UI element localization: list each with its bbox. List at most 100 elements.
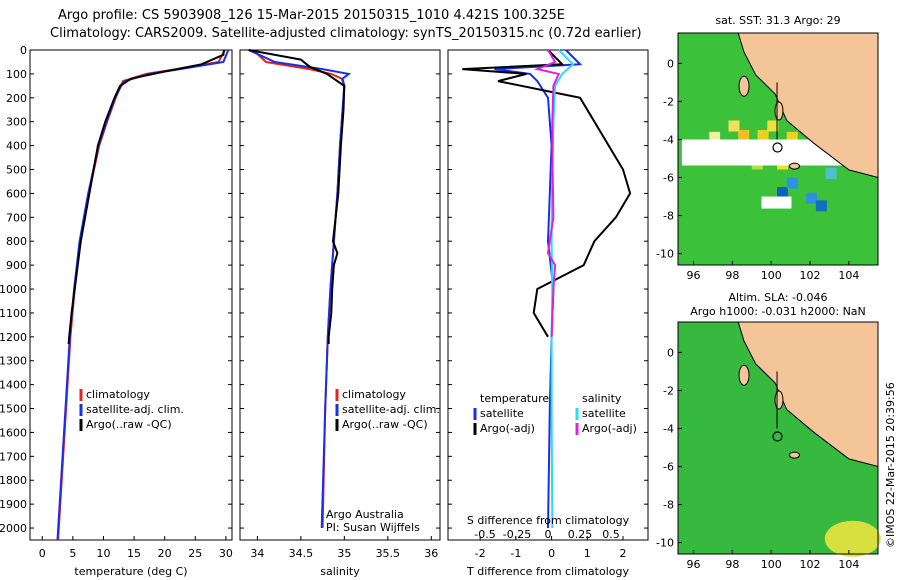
depth-tick-label: 400 (6, 140, 27, 153)
depth-tick-label: 1900 (0, 498, 27, 511)
map-y-tick-label: 0 (667, 57, 674, 70)
sst-cell (728, 120, 740, 132)
map-y-tick-label: -6 (663, 172, 674, 185)
series-line-0 (57, 49, 226, 541)
sst-cell (786, 131, 798, 143)
depth-tick-label: 1800 (0, 474, 27, 487)
x-tick-label: 20 (158, 547, 172, 560)
x-tick-label: 34.5 (289, 547, 314, 560)
depth-tick-label: 1300 (0, 355, 27, 368)
missing-data (761, 196, 792, 209)
island (774, 101, 784, 121)
series-line-1 (462, 49, 632, 338)
plot-title-line1: Argo profile: CS 5903908_126 15-Mar-2015… (58, 8, 566, 23)
map-sla: 96 98 100 102 104 0 -2 -4 -6 -8 -10 (656, 321, 881, 571)
series-line-1 (56, 49, 230, 541)
sst-cell (825, 168, 837, 180)
depth-tick-label: 500 (6, 164, 27, 177)
map-x-tick-label: 98 (725, 269, 739, 282)
legend-label: climatology (342, 388, 406, 401)
sst-map-title: sat. SST: 31.3 Argo: 29 (715, 14, 840, 27)
plot-frame (239, 49, 441, 541)
map-x-tick-label: 100 (761, 558, 782, 571)
map-x-tick-label: 104 (838, 558, 859, 571)
sst-cell (757, 129, 769, 141)
legend-title-salinity: salinity (582, 392, 622, 405)
plot-title-line2: Climatology: CARS2009. Satellite-adjuste… (50, 26, 642, 41)
legend-label: Argo(..raw -QC) (86, 418, 172, 431)
map-x-tick-label: 104 (838, 269, 859, 282)
map-frame (677, 321, 879, 555)
sst-cell (709, 131, 721, 143)
series-line-2 (67, 49, 225, 345)
sst-cell (738, 129, 750, 141)
x-tick-label: -2 (475, 547, 486, 560)
map-frame (677, 32, 879, 266)
x-axis-label-top: S difference from climatology (467, 514, 630, 527)
imos-credit: ©IMOS 22-Mar-2015 20:39:56 (884, 382, 897, 548)
series-line-2 (248, 49, 346, 344)
sla-map-subtitle: Argo h1000: -0.031 h2000: NaN (690, 305, 866, 318)
legend-label: satellite-adj. clim. (86, 403, 184, 416)
argo-position-marker (772, 142, 783, 153)
map-y-tick-label: -10 (656, 248, 674, 261)
depth-tick-label: 800 (6, 235, 27, 248)
x-tick-label: 1 (584, 547, 591, 560)
x-tick-label: -1 (510, 547, 521, 560)
map-y-tick-label: -8 (663, 499, 674, 512)
map-x-tick-label: 102 (800, 558, 821, 571)
x-axis-label: temperature (deg C) (74, 565, 187, 578)
depth-tick-label: 300 (6, 116, 27, 129)
island (738, 75, 750, 97)
series-line-3 (533, 49, 561, 337)
x-tick-label-top: 0.25 (568, 528, 593, 541)
series-line-1 (248, 49, 352, 529)
legend-label: climatology (86, 388, 150, 401)
annotation-line: PI: Susan Wijffels (326, 521, 420, 534)
x-tick-label-top: -0.25 (503, 528, 531, 541)
depth-tick-label: 900 (6, 259, 27, 272)
map-x-tick-label: 100 (761, 269, 782, 282)
x-tick-label: 15 (127, 547, 141, 560)
sst-cell (786, 177, 798, 189)
depth-tick-label: 2000 (0, 522, 27, 535)
legend-label: Argo(-adj) (582, 422, 637, 435)
x-tick-label: 35 (337, 547, 351, 560)
x-axis-label: T difference from climatology (466, 565, 629, 578)
depth-tick-label: 1100 (0, 307, 27, 320)
x-tick-label-top: 0.5 (602, 528, 620, 541)
depth-tick-label: 1200 (0, 331, 27, 344)
x-tick-label: 2 (620, 547, 627, 560)
map-y-tick-label: -2 (663, 95, 674, 108)
map-y-tick-label: -4 (663, 422, 674, 435)
map-y-tick-label: -6 (663, 461, 674, 474)
legend-label: Argo(-adj) (480, 422, 535, 435)
map-x-tick-label: 102 (800, 269, 821, 282)
panel-difference: -2 -1 0 1 2 T difference from climatology temp… (447, 49, 649, 578)
map-x-tick-label: 98 (725, 558, 739, 571)
legend-label: Argo(..raw -QC) (342, 418, 428, 431)
map-y-tick-label: -2 (663, 384, 674, 397)
x-axis-label: salinity (320, 565, 360, 578)
map-y-tick-label: -8 (663, 210, 674, 223)
depth-tick-label: 700 (6, 211, 27, 224)
legend-label: satellite (582, 407, 626, 420)
depth-tick-label: 1400 (0, 379, 27, 392)
map-y-tick-label: 0 (667, 346, 674, 359)
x-tick-label: 35.5 (376, 547, 401, 560)
panel-salinity: 34 34.5 35 35.5 36 salinity climatology satelli… (239, 49, 441, 578)
sla-high-patch (824, 520, 881, 557)
depth-tick-label: 0 (20, 44, 27, 57)
sst-cell (767, 120, 779, 132)
depth-tick-label: 100 (6, 68, 27, 81)
x-tick-label: 5 (69, 547, 76, 560)
x-tick-label: 34 (250, 547, 264, 560)
x-tick-label: 36 (424, 547, 438, 560)
x-tick-label-top: 0 (545, 528, 552, 541)
map-y-tick-label: -4 (663, 133, 674, 146)
island (774, 390, 784, 410)
x-tick-label: 10 (96, 547, 110, 560)
sla-map-title: Altim. SLA: -0.046 (728, 291, 827, 304)
island (738, 364, 750, 386)
